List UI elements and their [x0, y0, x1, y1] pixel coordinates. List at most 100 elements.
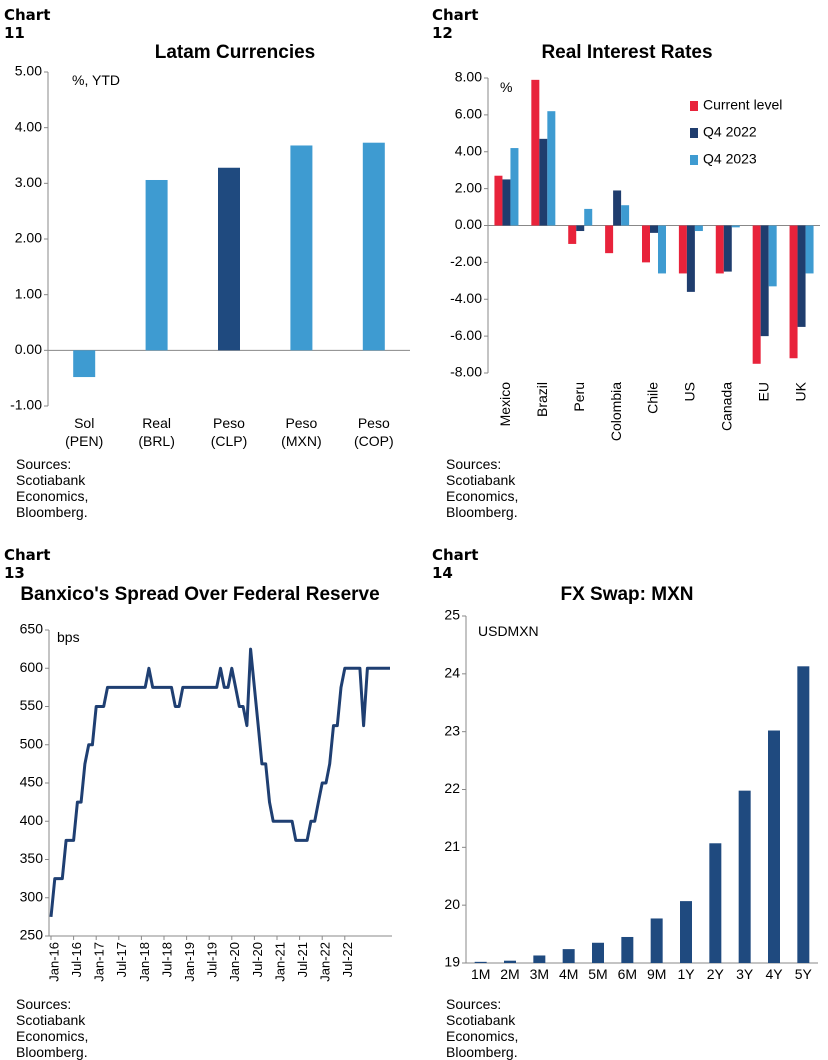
x-tick-label: (COP) — [354, 433, 394, 449]
bar — [686, 225, 695, 292]
bar — [539, 138, 548, 226]
legend-label: Q4 2022 — [703, 124, 757, 140]
y-tick-label: 22 — [444, 780, 460, 796]
x-tick-label: Peru — [571, 382, 587, 412]
x-tick-label: Canada — [718, 382, 734, 431]
unit-note: %, YTD — [72, 72, 120, 88]
x-tick-label: Real — [142, 415, 171, 431]
y-tick-label: 5.00 — [15, 63, 42, 79]
x-tick-label: US — [682, 382, 698, 401]
chart-13-source: Sources: Scotiabank Economics, Bloomberg… — [16, 996, 89, 1060]
y-tick-label: 25 — [444, 610, 460, 623]
x-tick-label: 3Y — [736, 966, 754, 982]
bar — [678, 225, 687, 274]
bar — [290, 145, 313, 351]
y-tick-label: 8.00 — [455, 69, 482, 85]
bar — [547, 111, 556, 226]
legend-swatch — [690, 101, 698, 111]
x-tick-label: (BRL) — [138, 433, 175, 449]
x-tick-label: 2M — [500, 966, 519, 982]
y-tick-label: 350 — [20, 850, 44, 866]
x-tick-label: Jul-20 — [250, 942, 265, 977]
x-tick-label: Mexico — [497, 382, 513, 427]
bar — [576, 225, 585, 232]
bar — [605, 225, 614, 254]
y-tick-label: 6.00 — [455, 106, 482, 122]
bar — [533, 955, 546, 963]
chart-14-plot: 19 20 21 22 23 24 25 USDMXN 1M 2M 3M 4M 5M 6M 9M 1Y 2Y 3Y… — [444, 610, 818, 982]
y-tick-label: 0.00 — [455, 216, 482, 232]
x-tick-label: (PEN) — [65, 433, 103, 449]
y-tick-label: 2.00 — [15, 230, 42, 246]
x-tick-label: Jul-16 — [69, 942, 84, 977]
y-tick-label: 300 — [20, 888, 44, 904]
x-tick-label: Jan-20 — [227, 942, 242, 982]
x-tick-label: 6M — [618, 966, 637, 982]
y-tick-label: 500 — [20, 735, 44, 751]
x-tick-label: 1M — [471, 966, 490, 982]
x-tick-label: Peso — [358, 415, 390, 431]
bar — [680, 901, 692, 963]
x-tick-label: (MXN) — [281, 433, 321, 449]
y-tick-label: -6.00 — [450, 327, 482, 343]
x-tick-label: UK — [792, 381, 808, 401]
bar — [613, 190, 622, 226]
x-tick-label: 1Y — [677, 966, 695, 982]
unit-note: USDMXN — [478, 623, 539, 639]
bar — [504, 960, 516, 963]
x-tick-label: EU — [755, 382, 771, 401]
legend-swatch — [690, 155, 698, 165]
bar — [768, 225, 777, 287]
x-tick-label: Colombia — [608, 382, 624, 441]
chart-12-label: Chart 12 — [432, 6, 479, 42]
x-tick-label: Chile — [645, 382, 661, 414]
bar — [738, 790, 751, 963]
y-tick-label: 3.00 — [15, 174, 42, 190]
x-tick-label: 4M — [559, 966, 578, 982]
bar — [218, 167, 240, 351]
y-tick-label: 550 — [20, 697, 44, 713]
bar — [621, 205, 630, 226]
unit-note: bps — [57, 629, 80, 645]
y-tick-label: -8.00 — [450, 364, 482, 380]
chart-12-plot: -8.00 -6.00 -4.00 -2.00 0.00 2.00 4.00 6.00 8.00… — [450, 69, 820, 441]
legend-swatch — [690, 128, 698, 138]
bar — [474, 961, 487, 963]
x-tick-label: 5M — [588, 966, 607, 982]
x-tick-label: Jan-21 — [272, 942, 287, 982]
spread-line — [49, 647, 390, 918]
bar — [723, 225, 732, 272]
bar — [642, 225, 650, 263]
y-tick-label: 650 — [20, 621, 44, 637]
legend-label: Q4 2023 — [703, 151, 757, 167]
chart-11-source: Sources: Scotiabank Economics, Bloomberg… — [16, 456, 89, 520]
bar — [650, 225, 658, 233]
bar — [768, 730, 780, 963]
chart-12-title: Real Interest Rates — [541, 42, 713, 63]
y-tick-label: 4.00 — [15, 118, 42, 134]
x-tick-label: Sol — [74, 415, 94, 431]
chart-11-plot: -1.00 0.00 1.00 2.00 3.00 4.00 5.00 %, YTD Sol (P… — [10, 63, 410, 449]
chart-13-label: Chart 13 — [4, 546, 51, 582]
y-tick-label: 450 — [20, 774, 44, 790]
y-tick-label: 20 — [444, 896, 460, 912]
x-tick-label: Jan-19 — [182, 942, 197, 982]
x-tick-label: 5Y — [795, 966, 813, 982]
x-tick-label: Peso — [285, 415, 317, 431]
bar — [621, 936, 634, 963]
x-tick-label: Jul-18 — [159, 942, 174, 977]
chart-14-label: Chart 14 — [432, 546, 479, 582]
bar — [752, 225, 761, 364]
bar — [694, 225, 703, 232]
x-tick-label: 4Y — [765, 966, 783, 982]
bar — [709, 843, 722, 963]
x-tick-label: Jan-22 — [318, 942, 333, 982]
bar — [650, 918, 663, 963]
bar — [531, 79, 540, 226]
chart-14-source: Sources: Scotiabank Economics, Bloomberg… — [446, 996, 519, 1060]
bar — [510, 148, 519, 226]
legend-label: Current level — [703, 97, 782, 113]
bar — [789, 225, 798, 359]
x-tick-label: 2Y — [707, 966, 725, 982]
bar — [715, 225, 724, 274]
